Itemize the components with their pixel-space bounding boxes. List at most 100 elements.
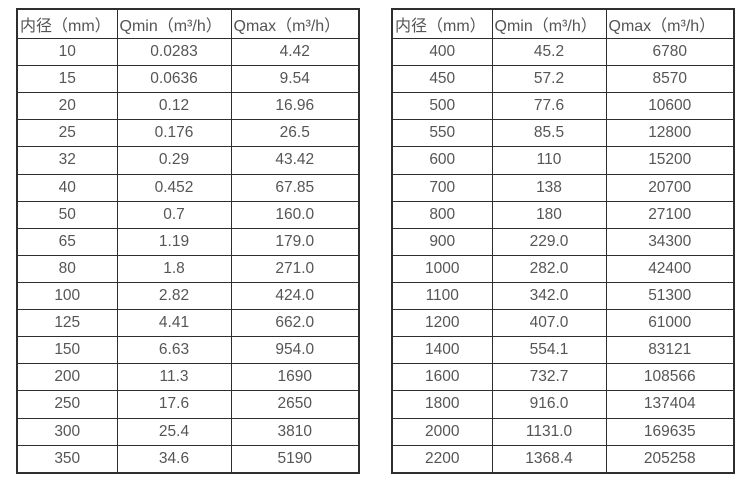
table-cell: 550 <box>391 119 493 148</box>
table-cell: 800 <box>391 200 493 229</box>
table-row: 150 6.63 954.0 <box>16 336 360 365</box>
table-header-row: 内径（mm） Qmin（m³/h） Qmax（m³/h） <box>16 8 360 39</box>
table-row: 100 2.82 424.0 <box>16 281 360 311</box>
table-row: 350 34.6 5190 <box>16 444 360 474</box>
table-row: 300 25.4 3810 <box>16 417 360 446</box>
table-cell: 250 <box>16 390 118 419</box>
table-cell: 20700 <box>605 173 735 202</box>
table-cell: 1.19 <box>116 227 232 256</box>
table-row: 1600 732.7 108566 <box>391 363 735 392</box>
table-cell: 25 <box>16 119 118 148</box>
table-cell: 2000 <box>391 417 493 446</box>
table-cell: 10 <box>16 37 118 67</box>
table-cell: 17.6 <box>116 390 232 419</box>
table-cell: 169635 <box>605 417 735 446</box>
table-cell: 342.0 <box>491 281 607 311</box>
table-body: 400 45.2 6780 450 57.2 8570 500 77.6 10600 550 85.… <box>391 37 735 474</box>
table-row: 80 1.8 271.0 <box>16 254 360 283</box>
table-cell: 424.0 <box>230 281 360 311</box>
header-qmax: Qmax（m³/h） <box>605 8 735 39</box>
table-cell: 26.5 <box>230 119 360 148</box>
table-cell: 137404 <box>605 390 735 419</box>
table-cell: 500 <box>391 92 493 121</box>
table-row: 800 180 27100 <box>391 200 735 229</box>
table-cell: 450 <box>391 65 493 94</box>
table-row: 900 229.0 34300 <box>391 227 735 256</box>
table-row: 65 1.19 179.0 <box>16 227 360 256</box>
table-cell: 110 <box>491 146 607 175</box>
table-cell: 138 <box>491 173 607 202</box>
table-cell: 1.8 <box>116 254 232 283</box>
table-cell: 77.6 <box>491 92 607 121</box>
table-cell: 1368.4 <box>491 444 607 474</box>
table-cell: 282.0 <box>491 254 607 283</box>
table-cell: 200 <box>16 363 118 392</box>
table-row: 1200 407.0 61000 <box>391 309 735 338</box>
table-row: 20 0.12 16.96 <box>16 92 360 121</box>
table-cell: 160.0 <box>230 200 360 229</box>
table-cell: 32 <box>16 146 118 175</box>
table-cell: 1200 <box>391 309 493 338</box>
table-cell: 180 <box>491 200 607 229</box>
table-cell: 2200 <box>391 444 493 474</box>
table-cell: 0.452 <box>116 173 232 202</box>
table-cell: 34.6 <box>116 444 232 474</box>
table-cell: 0.176 <box>116 119 232 148</box>
table-cell: 9.54 <box>230 65 360 94</box>
table-header-row: 内径（mm） Qmin（m³/h） Qmax（m³/h） <box>391 8 735 39</box>
table-row: 1400 554.1 83121 <box>391 336 735 365</box>
table-row: 600 110 15200 <box>391 146 735 175</box>
table-row: 15 0.0636 9.54 <box>16 65 360 94</box>
table-row: 500 77.6 10600 <box>391 92 735 121</box>
table-cell: 2.82 <box>116 281 232 311</box>
table-cell: 407.0 <box>491 309 607 338</box>
table-cell: 229.0 <box>491 227 607 256</box>
table-cell: 0.7 <box>116 200 232 229</box>
table-cell: 6780 <box>605 37 735 67</box>
table-cell: 50 <box>16 200 118 229</box>
table-cell: 300 <box>16 417 118 446</box>
table-cell: 67.85 <box>230 173 360 202</box>
table-cell: 85.5 <box>491 119 607 148</box>
table-cell: 4.42 <box>230 37 360 67</box>
table-row: 1800 916.0 137404 <box>391 390 735 419</box>
table-row: 50 0.7 160.0 <box>16 200 360 229</box>
table-cell: 34300 <box>605 227 735 256</box>
table-cell: 662.0 <box>230 309 360 338</box>
table-row: 1100 342.0 51300 <box>391 281 735 311</box>
table-cell: 1800 <box>391 390 493 419</box>
flow-table-left: 内径（mm） Qmin（m³/h） Qmax（m³/h） 10 0.0283 4.4… <box>16 8 360 474</box>
table-cell: 8570 <box>605 65 735 94</box>
header-diameter: 内径（mm） <box>16 8 118 39</box>
table-cell: 1131.0 <box>491 417 607 446</box>
table-row: 250 17.6 2650 <box>16 390 360 419</box>
table-cell: 732.7 <box>491 363 607 392</box>
table-cell: 108566 <box>605 363 735 392</box>
table-row: 40 0.452 67.85 <box>16 173 360 202</box>
table-row: 550 85.5 12800 <box>391 119 735 148</box>
table-cell: 700 <box>391 173 493 202</box>
table-cell: 25.4 <box>116 417 232 446</box>
table-row: 32 0.29 43.42 <box>16 146 360 175</box>
table-cell: 0.12 <box>116 92 232 121</box>
header-diameter: 内径（mm） <box>391 8 493 39</box>
table-cell: 42400 <box>605 254 735 283</box>
table-cell: 400 <box>391 37 493 67</box>
table-cell: 1000 <box>391 254 493 283</box>
table-cell: 40 <box>16 173 118 202</box>
table-cell: 61000 <box>605 309 735 338</box>
table-cell: 916.0 <box>491 390 607 419</box>
table-cell: 100 <box>16 281 118 311</box>
table-row: 200 11.3 1690 <box>16 363 360 392</box>
table-cell: 1690 <box>230 363 360 392</box>
table-row: 25 0.176 26.5 <box>16 119 360 148</box>
table-row: 2200 1368.4 205258 <box>391 444 735 474</box>
table-cell: 4.41 <box>116 309 232 338</box>
table-cell: 179.0 <box>230 227 360 256</box>
table-cell: 80 <box>16 254 118 283</box>
table-cell: 271.0 <box>230 254 360 283</box>
table-cell: 83121 <box>605 336 735 365</box>
table-row: 700 138 20700 <box>391 173 735 202</box>
table-cell: 150 <box>16 336 118 365</box>
